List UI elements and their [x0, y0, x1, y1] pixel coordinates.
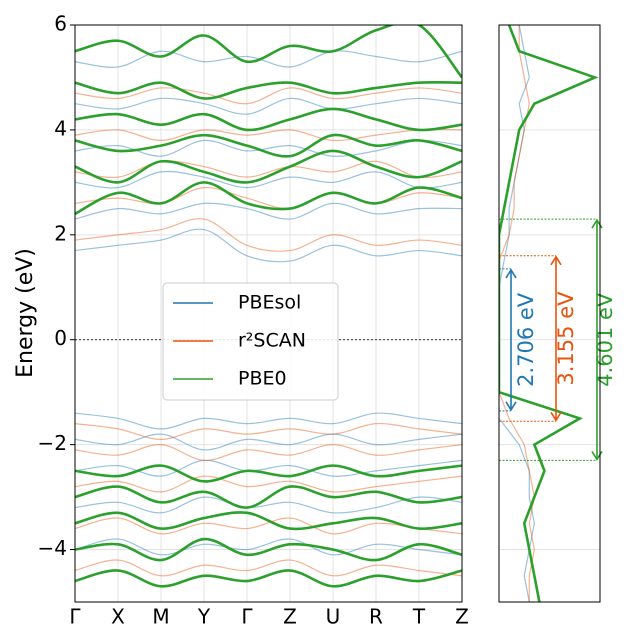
x-tick-label: X	[111, 605, 125, 625]
band-line	[75, 97, 462, 115]
band-line	[75, 496, 462, 514]
band-line	[75, 464, 462, 483]
x-tick-label: Y	[197, 605, 211, 625]
band-line	[75, 170, 462, 189]
arrow-head	[550, 411, 562, 422]
y-tick-label: 4	[54, 116, 67, 140]
y-tick-label: 0	[54, 326, 67, 350]
band-line	[75, 485, 462, 509]
arrow-head	[505, 401, 517, 412]
band-line	[75, 537, 462, 562]
legend-box	[162, 282, 339, 401]
band-line	[75, 412, 462, 430]
y-tick-label: −4	[38, 536, 67, 560]
band-line	[75, 160, 462, 179]
band-line	[75, 128, 462, 142]
band-line	[75, 475, 462, 493]
x-tick-label: Γ	[69, 605, 81, 625]
band-line	[75, 538, 462, 556]
y-tick-label: −2	[38, 431, 67, 455]
dos-line	[499, 25, 599, 602]
band-line	[75, 559, 462, 577]
gap-label: 3.155 eV	[554, 291, 578, 386]
band-line	[75, 202, 462, 220]
x-tick-label: Z	[455, 605, 469, 625]
band-line	[75, 139, 462, 157]
gap-label: 2.706 eV	[514, 292, 538, 387]
x-tick-label: Γ	[241, 605, 253, 625]
band-line	[75, 25, 462, 79]
band-frame	[74, 24, 463, 603]
band-line	[75, 511, 462, 531]
band-line	[75, 433, 462, 451]
legend-label[interactable]: PBEsol	[238, 292, 301, 314]
band-line	[75, 87, 462, 105]
band-line	[75, 50, 462, 68]
legend-label[interactable]: PBE0	[238, 368, 287, 390]
arrow-head	[550, 255, 562, 266]
x-tick-label: R	[369, 605, 383, 625]
x-tick-label: T	[412, 605, 426, 625]
band-line	[75, 149, 462, 184]
band-line	[75, 181, 462, 216]
band-line	[75, 187, 462, 210]
y-axis-label: Energy (eV)	[13, 248, 38, 378]
x-tick-label: U	[326, 605, 341, 625]
y-tick-label: 2	[54, 221, 67, 245]
band-line	[75, 133, 462, 158]
y-tick-label: 6	[54, 12, 67, 36]
gap-label: 4.601 eV	[593, 292, 617, 387]
band-line	[75, 569, 462, 588]
arrow-head	[505, 268, 517, 279]
band-line	[75, 81, 462, 100]
x-tick-label: Z	[283, 605, 297, 625]
x-tick-label: M	[152, 605, 169, 625]
band-line	[75, 218, 462, 252]
dos-line	[499, 25, 535, 602]
band-line	[75, 444, 462, 461]
band-line	[75, 422, 462, 440]
band-line	[75, 107, 462, 132]
band-line	[75, 517, 462, 535]
band-line	[75, 228, 462, 263]
dos-frame	[498, 24, 601, 603]
legend-label[interactable]: r²SCAN	[238, 330, 306, 352]
